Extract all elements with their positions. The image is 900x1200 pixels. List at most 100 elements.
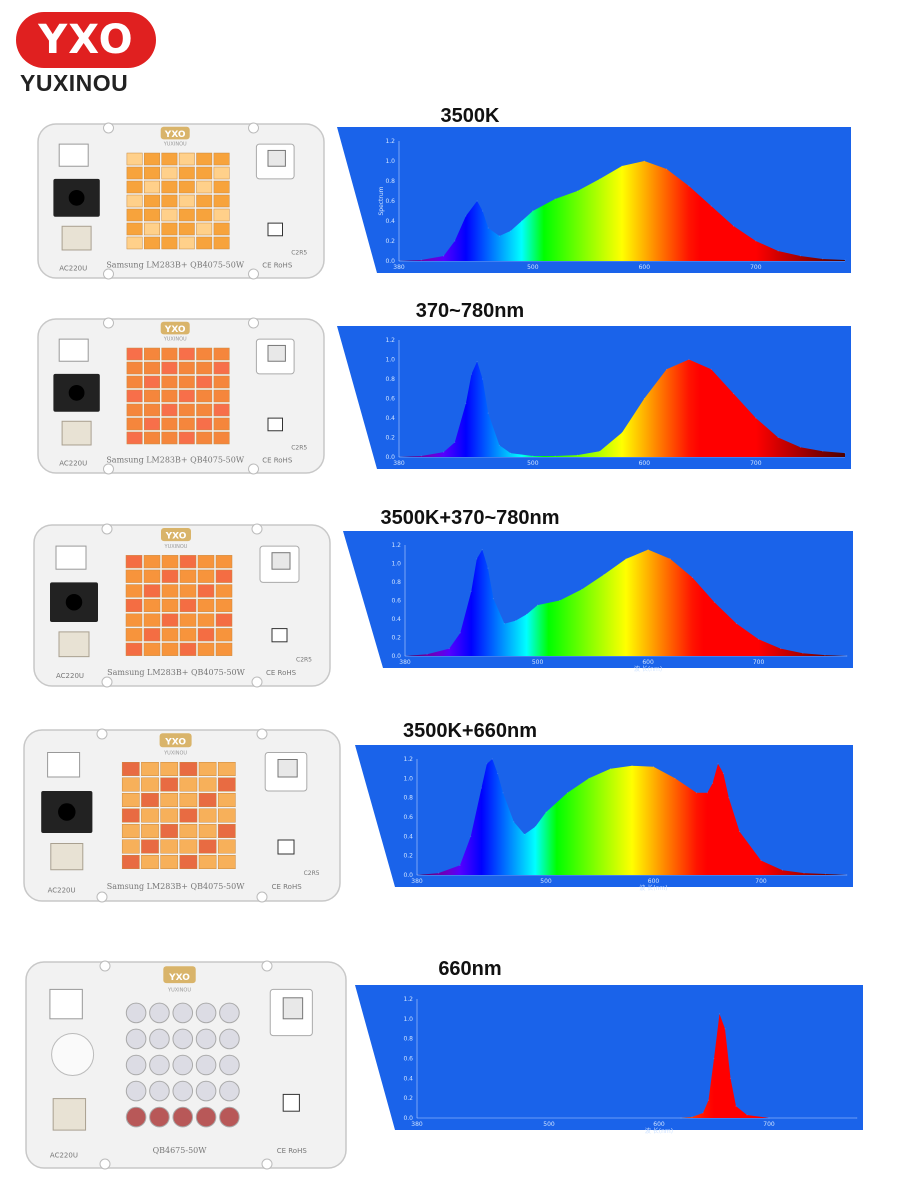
spectrum-point <box>824 654 826 656</box>
spectrum-point <box>712 782 714 784</box>
y-axis-label: Spectrum <box>378 186 385 215</box>
x-tick-label: 500 <box>540 878 552 885</box>
chart-title-4: 3500K+660nm <box>403 720 537 742</box>
chart-title-2: 370~780nm <box>415 300 525 322</box>
spectrum-point <box>846 655 848 657</box>
spectrum-point <box>470 373 473 375</box>
spectrum-point <box>652 766 655 768</box>
y-tick-label: 0.2 <box>391 635 401 642</box>
chart-background <box>355 985 863 1130</box>
y-tick-label: 1.2 <box>403 756 413 763</box>
board-model-label: Samsung LM283B+ QB4075-50W <box>107 668 245 677</box>
spectrum-point <box>666 168 668 170</box>
spectrum-point <box>621 165 623 167</box>
spectrum-point <box>710 205 712 207</box>
spectrum-point <box>523 833 526 835</box>
y-tick-label: 0.0 <box>385 258 395 265</box>
spectrum-area <box>417 759 847 875</box>
board-cert-label: CE RoHS <box>262 261 293 269</box>
y-tick-label: 0.4 <box>403 833 413 840</box>
spectrum-point <box>534 826 536 828</box>
board-model-label: Samsung LM283B+ QB4075-50W <box>106 260 244 269</box>
spectrum-point <box>691 1116 693 1118</box>
board-voltage-label: AC220U <box>50 1151 78 1159</box>
spectrum-point <box>513 821 515 823</box>
spectrum-point <box>688 358 690 361</box>
spectrum-point <box>532 210 534 212</box>
spectrum-chart-1: 0.0 0.2 0.4 0.6 0.8 1.0 1.2 380 500 600 700 Spectru… <box>337 127 851 273</box>
x-tick-label: 500 <box>543 1121 555 1128</box>
board-logo-text: YXO <box>165 532 187 542</box>
spectrum-point <box>416 874 418 876</box>
y-tick-label: 1.0 <box>403 775 413 782</box>
spectrum-point <box>631 765 633 767</box>
spectrum-point <box>521 220 523 222</box>
board-brand-name: YUXINOU <box>163 337 187 343</box>
board-model-label: Samsung LM283B+ QB4075-50W <box>106 455 244 464</box>
spectrum-point <box>735 1105 737 1107</box>
board-logo-text: YXO <box>164 325 186 335</box>
spectrum-point <box>713 601 715 603</box>
y-tick-label: 0.4 <box>385 218 395 225</box>
spectrum-area <box>399 359 845 457</box>
spectrum-point <box>470 590 472 592</box>
board-rev-label: C2R5 <box>304 870 320 877</box>
spectrum-point <box>481 549 483 551</box>
spectrum-point <box>707 1099 710 1101</box>
board-brand-name: YUXINOU <box>163 750 187 756</box>
y-tick-label: 0.2 <box>385 435 395 442</box>
y-tick-label: 0.2 <box>403 1095 413 1102</box>
spectrum-point <box>732 225 735 227</box>
spectrum-point <box>398 456 400 458</box>
spectrum-area <box>399 161 845 261</box>
spectrum-point <box>454 441 456 443</box>
spectrum-point <box>732 393 735 395</box>
spectrum-point <box>443 451 445 453</box>
board-model-label: QB4675-50W <box>153 1146 208 1155</box>
spectrum-point <box>470 835 472 837</box>
logo-badge: YXO <box>16 12 156 68</box>
x-tick-label: 600 <box>653 1121 665 1128</box>
board-cert-label: CE RoHS <box>262 456 293 464</box>
board-rev-label: C2R5 <box>296 657 312 664</box>
spectrum-point <box>666 368 668 370</box>
spectrum-point <box>443 255 445 257</box>
spectrum-point <box>669 558 671 560</box>
y-tick-label: 1.0 <box>385 357 395 364</box>
spectrum-point <box>768 1117 770 1119</box>
y-tick-label: 0.2 <box>385 238 395 245</box>
spectrum-point <box>454 240 456 242</box>
spectrum-point <box>509 230 512 232</box>
x-tick-label: 700 <box>753 659 765 666</box>
spectrum-chart-5: 0.0 0.2 0.4 0.6 0.8 1.0 1.2 380 500 600 700 波 长(nm) <box>355 985 863 1135</box>
spectrum-point <box>722 772 724 775</box>
spectrum-point <box>526 613 528 615</box>
x-axis-label: 波 长(nm) <box>639 884 667 892</box>
spectrum-point <box>844 259 846 261</box>
spectrum-point <box>537 604 539 606</box>
spectrum-point <box>554 455 556 457</box>
spectrum-point <box>532 455 534 457</box>
x-tick-label: 700 <box>750 460 762 467</box>
x-tick-label: 600 <box>639 460 651 467</box>
spectrum-point <box>599 178 601 180</box>
spectrum-point <box>702 1112 704 1114</box>
y-tick-label: 0.4 <box>391 616 401 623</box>
y-tick-label: 0.8 <box>385 376 395 383</box>
spectrum-point <box>492 598 494 600</box>
x-tick-label: 700 <box>750 264 762 271</box>
spectrum-point <box>647 549 649 551</box>
spectrum-point <box>566 792 569 794</box>
spectrum-point <box>856 1117 858 1119</box>
y-tick-label: 1.0 <box>391 561 401 568</box>
y-tick-label: 0.4 <box>385 415 395 422</box>
spectrum-point <box>603 574 605 576</box>
y-tick-label: 0.6 <box>403 1056 413 1063</box>
y-tick-label: 0.2 <box>403 853 413 860</box>
spectrum-point <box>498 444 500 446</box>
spectrum-area <box>405 549 847 656</box>
spectrum-chart-3: 0.0 0.2 0.4 0.6 0.8 1.0 1.2 380 500 600 700 波 长(nm) <box>343 531 853 673</box>
spectrum-point <box>502 792 504 794</box>
spectrum-chart-2: 0.0 0.2 0.4 0.6 0.8 1.0 1.2 380 500 600 700 <box>337 326 851 469</box>
y-tick-label: 1.2 <box>385 337 395 344</box>
